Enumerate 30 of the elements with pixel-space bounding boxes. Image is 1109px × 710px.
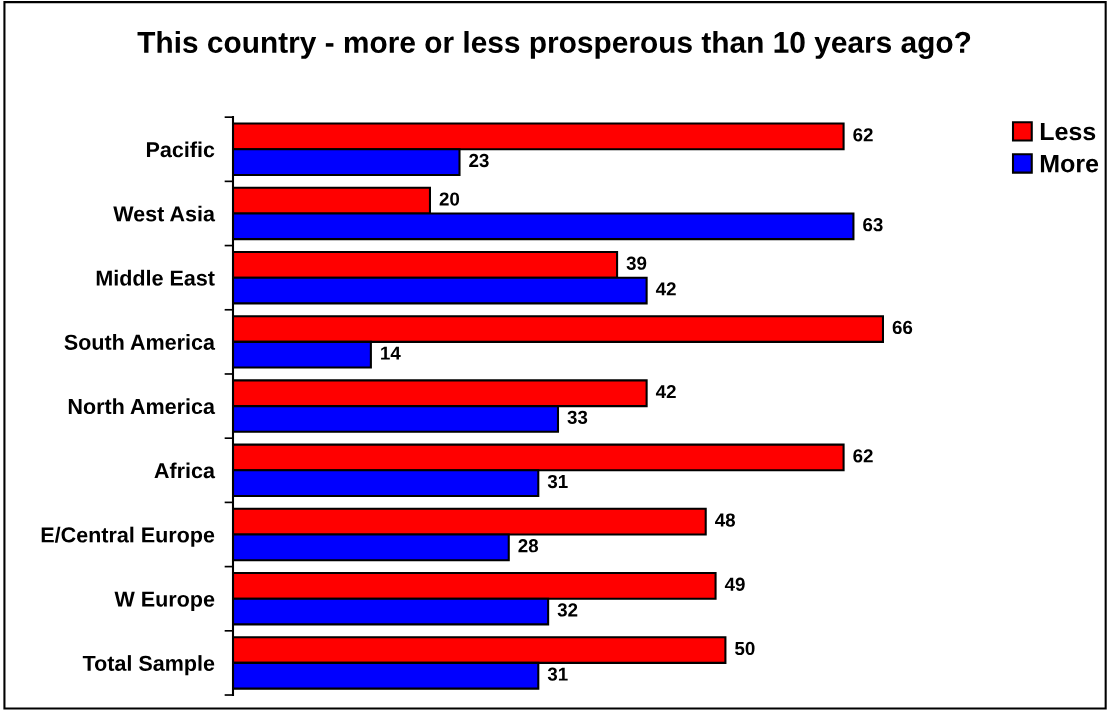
data-label: 62 (853, 128, 873, 142)
data-label: 42 (655, 385, 676, 399)
data-label: 32 (557, 603, 578, 617)
y-tick-label: E/Central Europe (41, 526, 215, 547)
y-tick-label: Pacific (146, 141, 215, 158)
data-label: 33 (567, 410, 588, 424)
data-label: 62 (853, 449, 873, 463)
data-label: 50 (735, 641, 755, 656)
data-label: 14 (381, 346, 401, 360)
y-tick-label: Africa (154, 462, 216, 479)
data-label: 31 (547, 667, 568, 681)
y-tick-label: South America (64, 334, 216, 350)
data-label: 63 (863, 218, 883, 232)
data-label: 31 (547, 474, 568, 489)
data-label: 48 (715, 513, 736, 527)
data-label: 66 (892, 320, 913, 335)
legend-label: Less (1040, 122, 1096, 141)
y-tick-label: Middle East (96, 269, 215, 286)
chart-title: This country - more or less prosperous than 10 years ago? (137, 31, 971, 59)
y-tick-label: West Asia (113, 205, 216, 222)
data-label: 28 (518, 539, 539, 553)
y-tick-label: W Europe (114, 591, 215, 611)
y-tick-label: North America (68, 398, 216, 415)
data-label: 42 (655, 282, 676, 296)
data-label: 20 (439, 192, 460, 206)
data-label: 23 (469, 153, 489, 168)
y-tick-label: Total Sample (82, 655, 215, 676)
legend-label: More (1040, 154, 1099, 173)
data-label: 49 (724, 577, 745, 591)
data-label: 39 (626, 256, 647, 270)
